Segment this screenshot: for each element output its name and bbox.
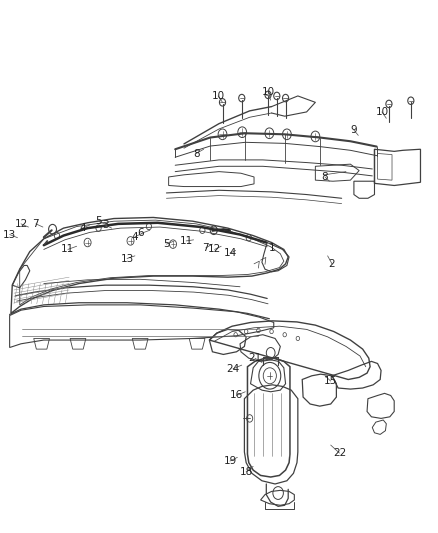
Text: 1: 1	[269, 243, 276, 253]
Text: 24: 24	[226, 364, 240, 374]
Text: 16: 16	[230, 391, 243, 400]
Text: 4: 4	[79, 223, 86, 233]
Text: 5: 5	[163, 239, 170, 249]
Text: 12: 12	[14, 219, 28, 229]
Text: 3: 3	[102, 220, 109, 230]
Text: 21: 21	[248, 353, 261, 363]
Text: 18: 18	[240, 467, 253, 477]
Text: 10: 10	[212, 91, 225, 101]
Text: 5: 5	[95, 216, 102, 226]
Text: 8: 8	[321, 172, 328, 182]
Text: 7: 7	[32, 219, 39, 229]
Text: 10: 10	[375, 107, 389, 117]
Text: 13: 13	[3, 230, 16, 239]
Text: 7: 7	[202, 243, 209, 253]
Text: 15: 15	[324, 376, 337, 386]
Text: 12: 12	[208, 245, 221, 254]
Text: 4: 4	[131, 232, 138, 241]
Text: 2: 2	[328, 259, 336, 269]
Text: 11: 11	[180, 236, 193, 246]
Text: 6: 6	[138, 229, 145, 238]
Text: 14: 14	[223, 248, 237, 258]
Text: 11: 11	[61, 245, 74, 254]
Text: 8: 8	[193, 149, 200, 158]
Text: 10: 10	[261, 87, 275, 96]
Text: 22: 22	[333, 448, 346, 458]
Text: 9: 9	[350, 125, 357, 135]
Text: 19: 19	[223, 456, 237, 466]
Text: 13: 13	[120, 254, 134, 263]
